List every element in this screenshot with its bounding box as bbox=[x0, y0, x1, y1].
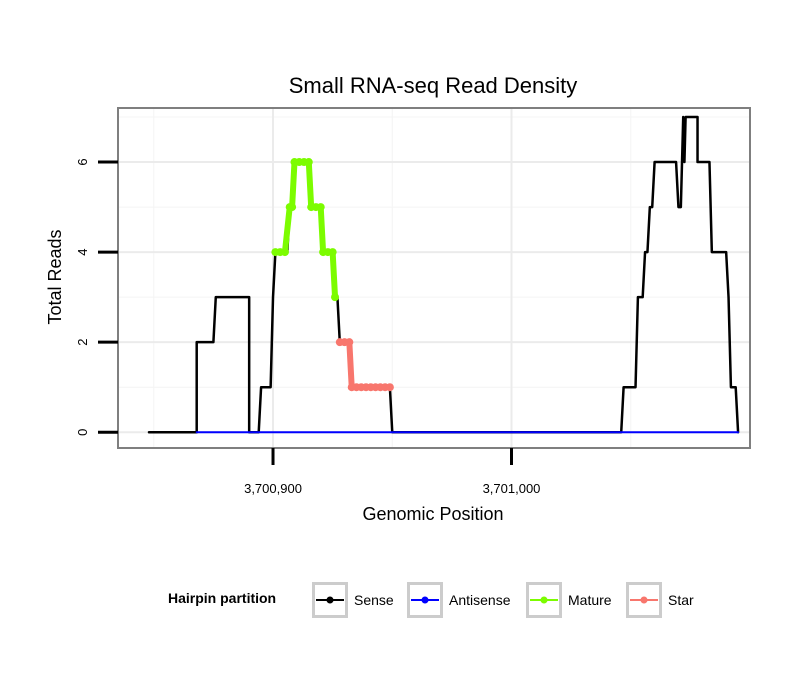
series-sense bbox=[147, 115, 740, 434]
series-mature-point bbox=[316, 203, 325, 212]
x-tick-label: 3,700,900 bbox=[244, 481, 302, 496]
series-mature-point bbox=[288, 203, 297, 212]
series-sense-line bbox=[147, 115, 740, 434]
legend-key-point bbox=[421, 596, 429, 604]
y-tick-label: 6 bbox=[75, 158, 90, 165]
series-mature-line bbox=[272, 159, 339, 301]
legend-item-sense: Sense bbox=[312, 582, 394, 618]
series-star bbox=[335, 338, 394, 392]
legend-item-antisense: Antisense bbox=[407, 582, 511, 618]
y-axis-title: Total Reads bbox=[45, 229, 65, 324]
x-axis-title: Genomic Position bbox=[362, 504, 503, 524]
series-mature-point bbox=[328, 248, 337, 257]
x-tick-label: 3,701,000 bbox=[483, 481, 541, 496]
chart-title: Small RNA-seq Read Density bbox=[289, 73, 578, 98]
grid-layer bbox=[118, 108, 750, 448]
legend-label-antisense: Antisense bbox=[449, 592, 511, 608]
series-mature-point bbox=[331, 293, 340, 302]
series-star-point bbox=[345, 338, 354, 347]
series-layer bbox=[147, 115, 740, 434]
legend-key-point bbox=[540, 596, 548, 604]
legend-label-mature: Mature bbox=[568, 592, 612, 608]
series-mature-point bbox=[304, 158, 313, 167]
plot-panel-border bbox=[117, 107, 751, 449]
series-star-point bbox=[385, 383, 394, 392]
y-tick-label: 2 bbox=[75, 339, 90, 346]
legend: Hairpin partition Sense Antisense Mature St… bbox=[168, 582, 694, 618]
series-mature-point bbox=[280, 248, 289, 257]
axis-layer: 0 2 4 6 3,700,900 3,701,000 bbox=[75, 158, 540, 496]
legend-item-star: Star bbox=[626, 582, 694, 618]
legend-key-point bbox=[640, 596, 648, 604]
legend-item-mature: Mature bbox=[526, 582, 612, 618]
legend-key-point bbox=[326, 596, 334, 604]
legend-title: Hairpin partition bbox=[168, 590, 276, 606]
legend-label-sense: Sense bbox=[354, 592, 394, 608]
legend-label-star: Star bbox=[668, 592, 694, 608]
series-mature bbox=[271, 158, 340, 302]
y-tick-label: 4 bbox=[75, 248, 90, 255]
y-tick-label: 0 bbox=[75, 429, 90, 436]
series-star-line bbox=[336, 339, 393, 391]
